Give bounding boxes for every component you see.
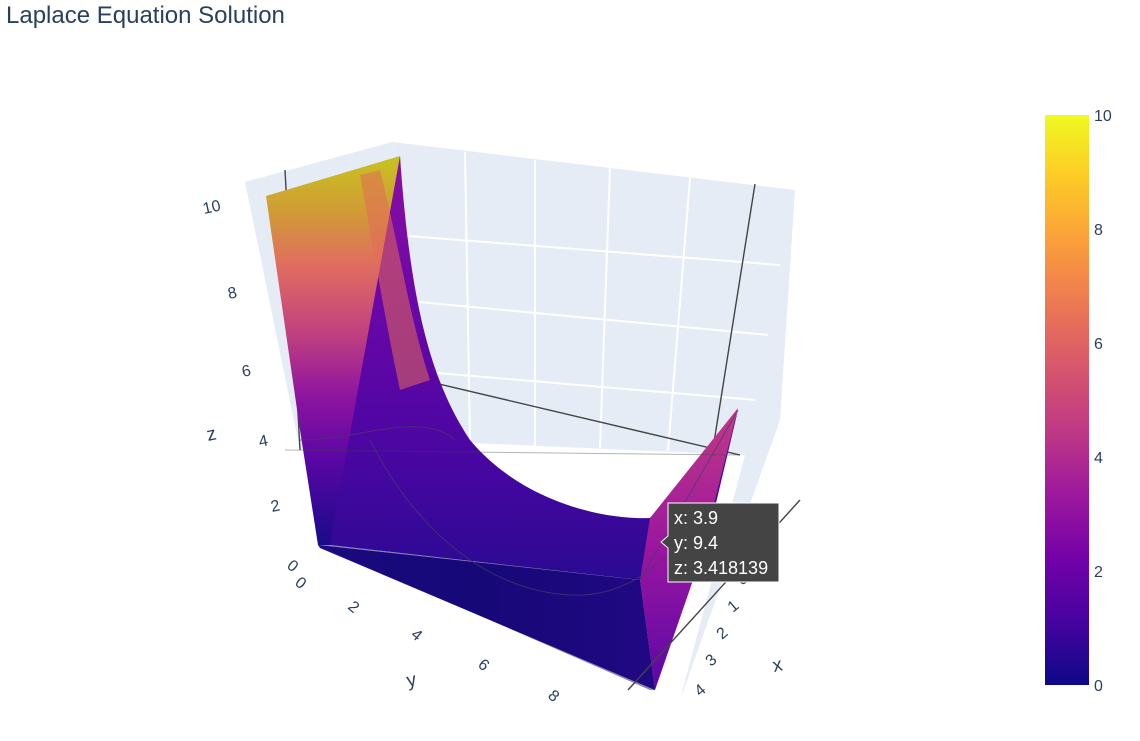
chart-title: Laplace Equation Solution	[6, 2, 285, 29]
z-tick-6: 6	[240, 362, 252, 380]
y-tick-4: 4	[407, 626, 425, 645]
z-axis-ticks: 10 8 6 4 2 0	[201, 198, 301, 576]
x-tick-1: 1	[725, 597, 743, 616]
back-wall-right	[392, 142, 795, 456]
colorbar-gradient	[1045, 115, 1089, 685]
colorbar: 0 2 4 6 8 10	[1045, 108, 1112, 695]
z-tick-2: 2	[269, 497, 281, 515]
x-tick-2: 2	[714, 624, 732, 643]
hover-y: y: 9.4	[674, 533, 718, 553]
x-axis-title: x	[771, 654, 785, 677]
colorbar-tick-6: 6	[1094, 336, 1103, 353]
colorbar-tick-0: 0	[1094, 678, 1103, 695]
z-tick-0: 0	[283, 557, 301, 576]
y-tick-6: 6	[474, 656, 492, 675]
hover-x: x: 3.9	[674, 508, 718, 528]
y-axis-title: y	[405, 669, 419, 692]
y-tick-2: 2	[344, 598, 362, 617]
z-tick-4: 4	[257, 432, 269, 450]
colorbar-tick-8: 8	[1094, 222, 1103, 239]
colorbar-tick-2: 2	[1094, 564, 1103, 581]
hover-tooltip: x: 3.9 y: 9.4 z: 3.418139	[660, 502, 780, 583]
x-tick-4: 4	[692, 681, 710, 700]
surface-basin	[330, 156, 738, 580]
x-tick-3: 3	[703, 651, 721, 670]
colorbar-tick-4: 4	[1094, 450, 1103, 467]
z-axis-title: z	[205, 423, 219, 446]
y-tick-0: 0	[291, 574, 309, 593]
z-tick-10: 10	[201, 198, 222, 218]
z-tick-8: 8	[226, 284, 238, 302]
surface-mesh	[266, 156, 739, 690]
colorbar-tick-10: 10	[1094, 108, 1112, 125]
y-tick-8: 8	[544, 687, 562, 706]
hover-z: z: 3.418139	[674, 558, 768, 578]
